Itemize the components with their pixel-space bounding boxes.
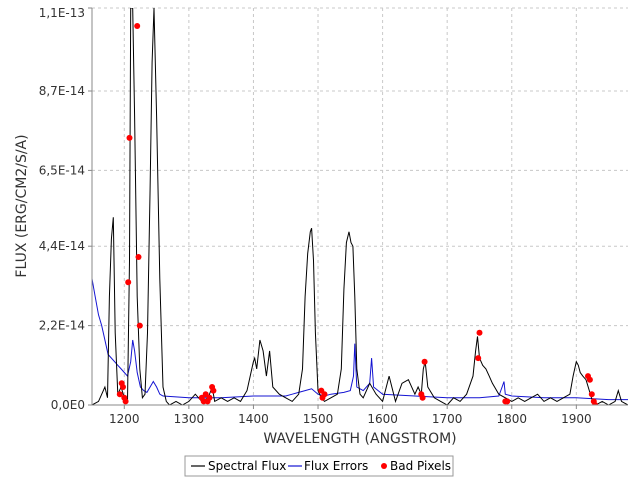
bad-pixel-point bbox=[592, 402, 599, 405]
bad-pixel-point bbox=[125, 279, 132, 286]
bad-pixel-point bbox=[120, 384, 126, 390]
x-ticks: 1200 1300 1400 1500 1600 1700 1800 1900 bbox=[109, 405, 592, 426]
legend-label-flux: Spectral Flux bbox=[208, 459, 286, 473]
y-tick-label: 2,2E-14 bbox=[39, 319, 85, 333]
bad-pixel-point bbox=[135, 254, 142, 260]
x-tick-label: 1900 bbox=[561, 412, 592, 426]
bad-pixel-point bbox=[122, 398, 129, 405]
plot-clip bbox=[92, 8, 628, 405]
x-tick-label: 1200 bbox=[109, 412, 140, 426]
x-axis-title: WAVELENGTH (ANGSTROM) bbox=[263, 431, 456, 447]
y-tick-label: 8,7E-14 bbox=[39, 84, 85, 98]
spectral-flux-line bbox=[92, 8, 628, 405]
y-tick-label: 4,4E-14 bbox=[39, 239, 85, 253]
y-axis-title: FLUX (ERG/CM2/S/A) bbox=[14, 134, 30, 277]
x-tick-label: 1300 bbox=[174, 412, 205, 426]
y-ticks: 0,0E0 2,2E-14 4,4E-14 6,5E-14 8,7E-14 1,1E-13 bbox=[39, 6, 92, 412]
axes bbox=[91, 8, 628, 406]
legend: Spectral Flux Flux Errors Bad Pixels bbox=[184, 455, 454, 477]
y-tick-label: 1,1E-13 bbox=[39, 6, 85, 20]
legend-box bbox=[184, 455, 454, 477]
bad-pixel-point bbox=[116, 391, 123, 398]
bad-pixel-point bbox=[136, 322, 143, 329]
bad-pixel-point bbox=[206, 394, 213, 401]
bad-pixel-point bbox=[504, 398, 511, 405]
plot-area bbox=[92, 8, 628, 405]
bad-pixel-point bbox=[202, 391, 209, 398]
legend-label-errors: Flux Errors bbox=[304, 459, 368, 473]
bad-pixel-point bbox=[475, 355, 482, 362]
x-tick-label: 1400 bbox=[238, 412, 269, 426]
legend-label-bad-pixels: Bad Pixels bbox=[390, 459, 451, 473]
bad-pixel-point bbox=[476, 329, 483, 336]
bad-pixel-point bbox=[586, 376, 593, 383]
bad-pixel-point bbox=[419, 394, 426, 401]
x-tick-label: 1500 bbox=[303, 412, 334, 426]
x-tick-label: 1800 bbox=[496, 412, 527, 426]
bad-pixel-point bbox=[421, 358, 428, 365]
legend-swatch-bad-pixels bbox=[381, 463, 387, 469]
y-tick-label: 6,5E-14 bbox=[39, 163, 85, 177]
bad-pixel-point bbox=[210, 387, 217, 394]
series-layer bbox=[92, 8, 628, 405]
x-tick-label: 1700 bbox=[432, 412, 463, 426]
x-tick-label: 1600 bbox=[367, 412, 398, 426]
bad-pixel-point bbox=[321, 391, 328, 398]
bad-pixel-point bbox=[588, 391, 595, 398]
bad-pixel-point bbox=[134, 23, 141, 29]
bad-pixel-point bbox=[126, 134, 133, 141]
y-tick-label: 0,0E0 bbox=[51, 398, 85, 412]
flux-errors-line bbox=[92, 278, 628, 401]
